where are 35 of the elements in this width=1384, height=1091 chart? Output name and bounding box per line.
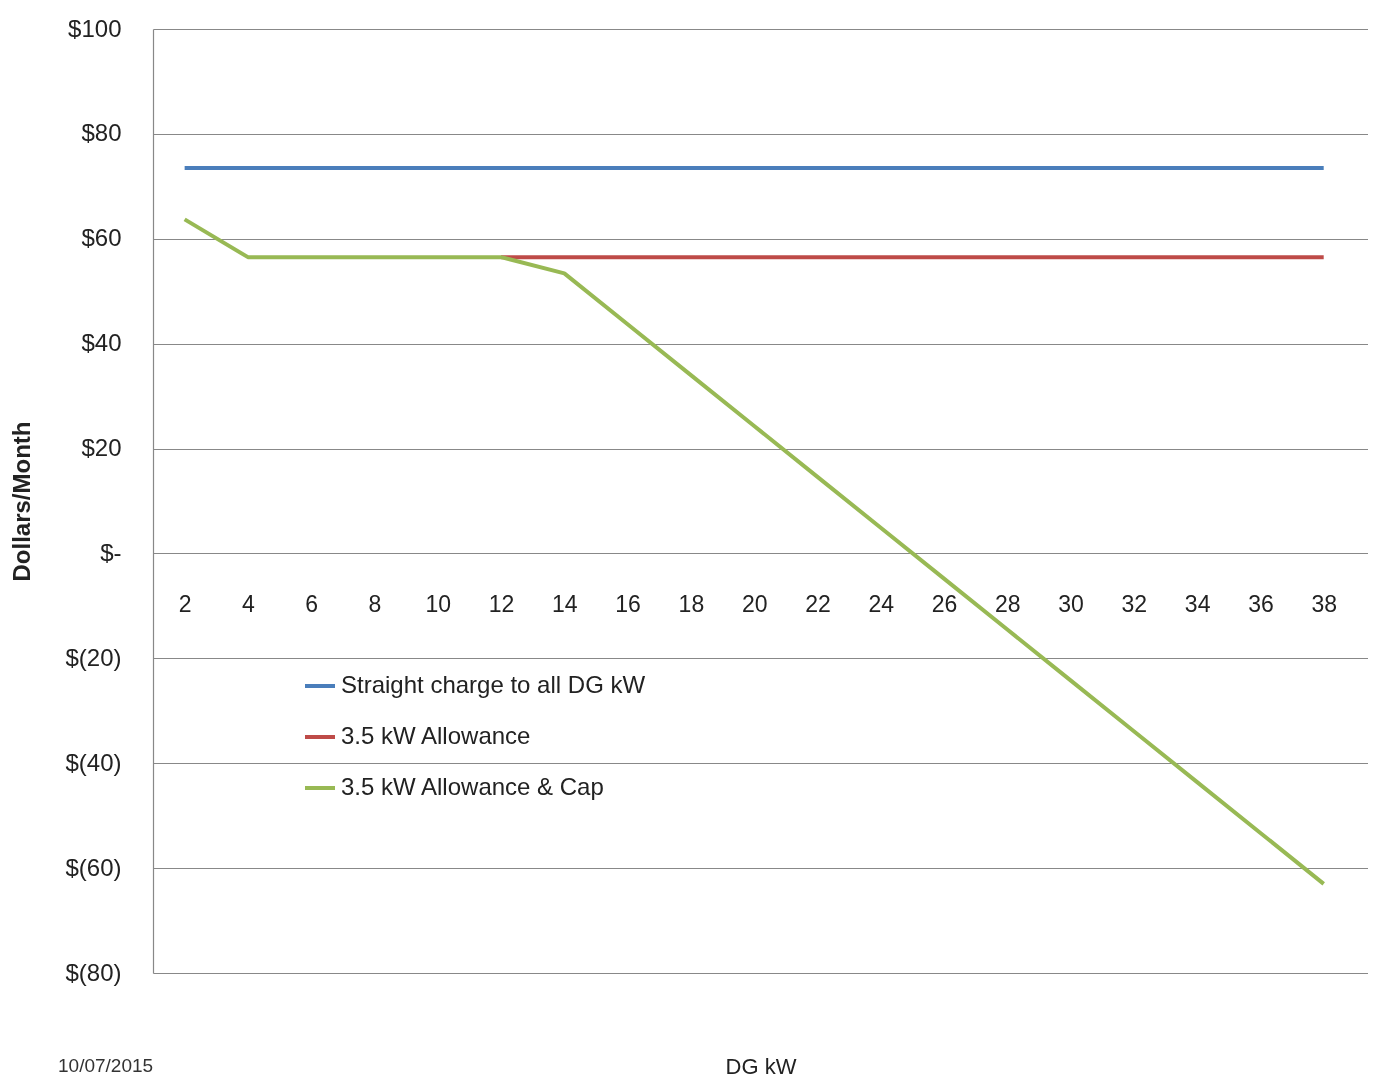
legend-label: Straight charge to all DG kW [341,671,646,698]
x-tick-label: 32 [1121,590,1148,617]
x-tick-label: 8 [368,590,382,617]
x-tick-label: 26 [931,590,958,617]
x-tick-label: 10 [425,590,452,617]
y-tick-label: $(60) [65,853,122,881]
x-tick-label: 38 [1311,590,1337,617]
legend-label: 3.5 kW Allowance & Cap [341,773,604,800]
x-tick-label: 28 [995,590,1021,617]
x-tick-label: 24 [868,590,895,617]
text: 10/07/2015 [58,1055,154,1076]
y-tick-label: $(20) [65,643,122,671]
x-tick-label: 16 [615,590,641,617]
legend-label: 3.5 kW Allowance [341,722,531,749]
x-tick-label: 18 [678,590,705,617]
x-tick-label: 14 [552,590,578,617]
y-tick-label: $20 [81,434,122,462]
x-tick-label: 30 [1058,590,1084,617]
x-tick-label: 34 [1184,590,1211,617]
y-axis-title: Dollars/Month [8,421,36,582]
y-tick-label: $100 [68,14,122,42]
x-tick-label: 6 [305,590,319,617]
x-tick-label: 36 [1248,590,1274,617]
y-tick-label: $80 [81,119,122,147]
x-tick-label: 4 [242,590,256,617]
x-tick-label: 2 [178,590,192,617]
y-tick-label: $60 [81,224,122,252]
y-tick-label: $- [100,538,122,566]
y-tick-label: $(80) [65,958,122,986]
y-tick-label: $(40) [65,748,122,776]
x-tick-label: 22 [805,590,831,617]
x-axis-title: DG kW [725,1053,797,1079]
x-tick-label: 12 [488,590,515,617]
y-tick-label: $40 [81,329,122,357]
x-tick-label: 20 [741,590,768,617]
